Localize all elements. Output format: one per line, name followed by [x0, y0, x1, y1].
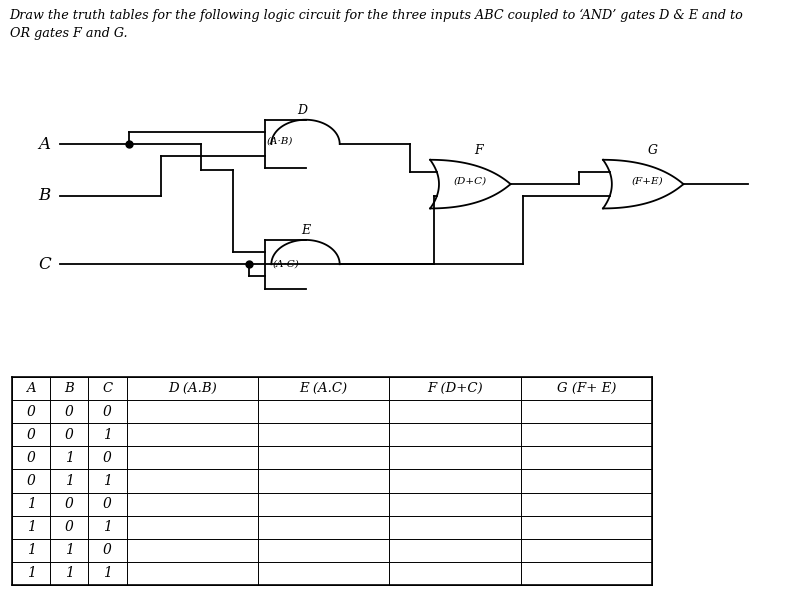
Text: D: D: [297, 104, 307, 117]
Text: A: A: [39, 136, 50, 153]
Text: 1: 1: [65, 451, 74, 465]
Text: 0: 0: [26, 451, 35, 465]
Text: 0: 0: [65, 405, 74, 419]
Text: F (D+C): F (D+C): [426, 382, 482, 395]
Text: 0: 0: [103, 497, 112, 511]
Text: F: F: [474, 144, 483, 157]
Text: (A·B): (A·B): [267, 137, 292, 146]
Text: 0: 0: [26, 428, 35, 442]
Text: G: G: [646, 144, 656, 157]
Text: 1: 1: [26, 520, 35, 534]
Text: 0: 0: [65, 497, 74, 511]
Text: 1: 1: [26, 543, 35, 557]
Text: 1: 1: [103, 520, 112, 534]
Text: 1: 1: [103, 428, 112, 442]
Text: OR gates F and G.: OR gates F and G.: [10, 27, 127, 40]
Text: 1: 1: [65, 566, 74, 580]
Text: (D+C): (D+C): [453, 177, 487, 186]
Text: E: E: [301, 224, 310, 237]
Text: D (A.B): D (A.B): [168, 382, 216, 395]
Text: 1: 1: [26, 566, 35, 580]
Text: 0: 0: [26, 474, 35, 488]
Text: B: B: [38, 187, 51, 204]
Text: (A·C): (A·C): [271, 260, 299, 269]
Text: A: A: [26, 382, 36, 395]
Text: C: C: [38, 256, 51, 273]
Text: 0: 0: [65, 428, 74, 442]
Text: 0: 0: [103, 405, 112, 419]
Text: 1: 1: [103, 474, 112, 488]
Text: E (A.C): E (A.C): [300, 382, 347, 395]
Text: 1: 1: [65, 543, 74, 557]
Text: 0: 0: [65, 520, 74, 534]
Text: 1: 1: [26, 497, 35, 511]
Text: 0: 0: [103, 451, 112, 465]
Text: Draw the truth tables for the following logic circuit for the three inputs ABC c: Draw the truth tables for the following …: [10, 9, 743, 22]
Text: 1: 1: [65, 474, 74, 488]
Text: (F+E): (F+E): [630, 177, 662, 186]
Text: G (F+ E): G (F+ E): [556, 382, 615, 395]
Text: B: B: [64, 382, 74, 395]
Text: 0: 0: [103, 543, 112, 557]
Text: 1: 1: [103, 566, 112, 580]
Text: 0: 0: [26, 405, 35, 419]
Text: C: C: [102, 382, 112, 395]
